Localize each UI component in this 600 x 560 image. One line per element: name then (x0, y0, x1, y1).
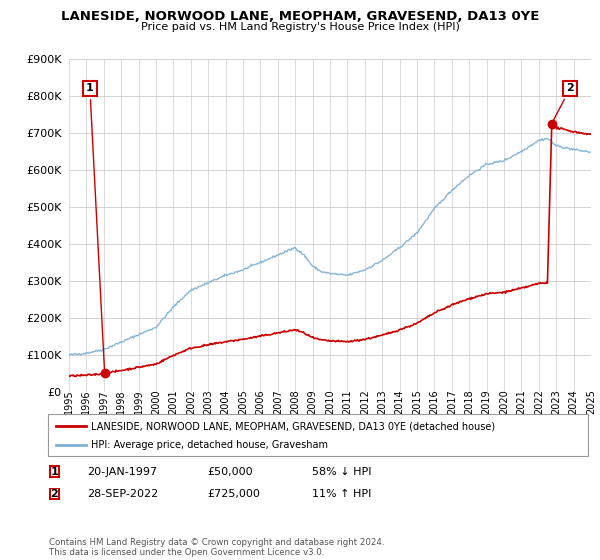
Text: 11% ↑ HPI: 11% ↑ HPI (312, 489, 371, 499)
Text: 2007: 2007 (273, 389, 283, 414)
FancyBboxPatch shape (50, 466, 59, 477)
Text: 2: 2 (553, 83, 574, 121)
Text: 2001: 2001 (169, 389, 178, 414)
Text: 2021: 2021 (517, 389, 526, 414)
Text: 2014: 2014 (395, 389, 404, 414)
Text: 2022: 2022 (534, 389, 544, 414)
Text: 2024: 2024 (569, 389, 578, 414)
Text: 2003: 2003 (203, 389, 213, 414)
Text: 2000: 2000 (151, 389, 161, 414)
Text: £50,000: £50,000 (207, 466, 253, 477)
Text: 2016: 2016 (430, 389, 439, 414)
Text: 2020: 2020 (499, 389, 509, 414)
Text: 2015: 2015 (412, 389, 422, 414)
Text: Contains HM Land Registry data © Crown copyright and database right 2024.
This d: Contains HM Land Registry data © Crown c… (49, 538, 385, 557)
Text: 58% ↓ HPI: 58% ↓ HPI (312, 466, 371, 477)
Text: 1998: 1998 (116, 389, 126, 414)
Text: 1: 1 (86, 83, 104, 371)
Text: 1999: 1999 (134, 389, 143, 414)
Text: 2005: 2005 (238, 389, 248, 414)
Text: 2: 2 (50, 489, 58, 499)
Text: 2017: 2017 (447, 389, 457, 414)
Text: 1996: 1996 (82, 389, 91, 414)
Text: 2013: 2013 (377, 389, 387, 414)
Text: 2004: 2004 (221, 389, 230, 414)
Text: 2018: 2018 (464, 389, 474, 414)
Text: HPI: Average price, detached house, Gravesham: HPI: Average price, detached house, Grav… (91, 440, 328, 450)
Text: £725,000: £725,000 (207, 489, 260, 499)
Text: 2011: 2011 (343, 389, 352, 414)
Text: 2019: 2019 (482, 389, 491, 414)
Text: 1995: 1995 (64, 389, 74, 414)
Text: 2009: 2009 (308, 389, 317, 414)
Text: LANESIDE, NORWOOD LANE, MEOPHAM, GRAVESEND, DA13 0YE (detached house): LANESIDE, NORWOOD LANE, MEOPHAM, GRAVESE… (91, 421, 496, 431)
Text: 28-SEP-2022: 28-SEP-2022 (87, 489, 158, 499)
FancyBboxPatch shape (50, 488, 59, 500)
Text: Price paid vs. HM Land Registry's House Price Index (HPI): Price paid vs. HM Land Registry's House … (140, 22, 460, 32)
Text: 2006: 2006 (256, 389, 265, 414)
Text: 2025: 2025 (586, 389, 596, 414)
FancyBboxPatch shape (48, 414, 588, 456)
Text: 1997: 1997 (99, 389, 109, 414)
Text: 2010: 2010 (325, 389, 335, 414)
Text: 20-JAN-1997: 20-JAN-1997 (87, 466, 157, 477)
Text: LANESIDE, NORWOOD LANE, MEOPHAM, GRAVESEND, DA13 0YE: LANESIDE, NORWOOD LANE, MEOPHAM, GRAVESE… (61, 10, 539, 23)
Text: 2012: 2012 (360, 389, 370, 414)
Text: 2008: 2008 (290, 389, 300, 414)
Text: 2002: 2002 (186, 389, 196, 414)
Text: 2023: 2023 (551, 389, 561, 414)
Text: 1: 1 (50, 466, 58, 477)
